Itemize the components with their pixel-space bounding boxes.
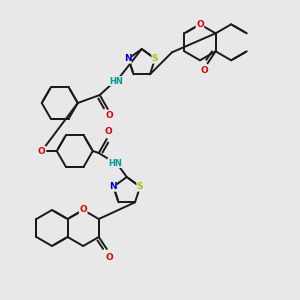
Text: O: O bbox=[201, 66, 208, 75]
Text: N: N bbox=[124, 54, 131, 63]
Text: O: O bbox=[196, 20, 204, 29]
Text: O: O bbox=[106, 112, 114, 121]
Text: O: O bbox=[106, 253, 114, 262]
Text: O: O bbox=[105, 128, 112, 136]
Text: S: S bbox=[137, 182, 143, 191]
Text: O: O bbox=[38, 146, 46, 155]
Text: N: N bbox=[109, 182, 116, 191]
Text: S: S bbox=[152, 54, 158, 63]
Text: O: O bbox=[79, 206, 87, 214]
Text: HN: HN bbox=[109, 76, 123, 85]
Text: HN: HN bbox=[108, 158, 122, 167]
